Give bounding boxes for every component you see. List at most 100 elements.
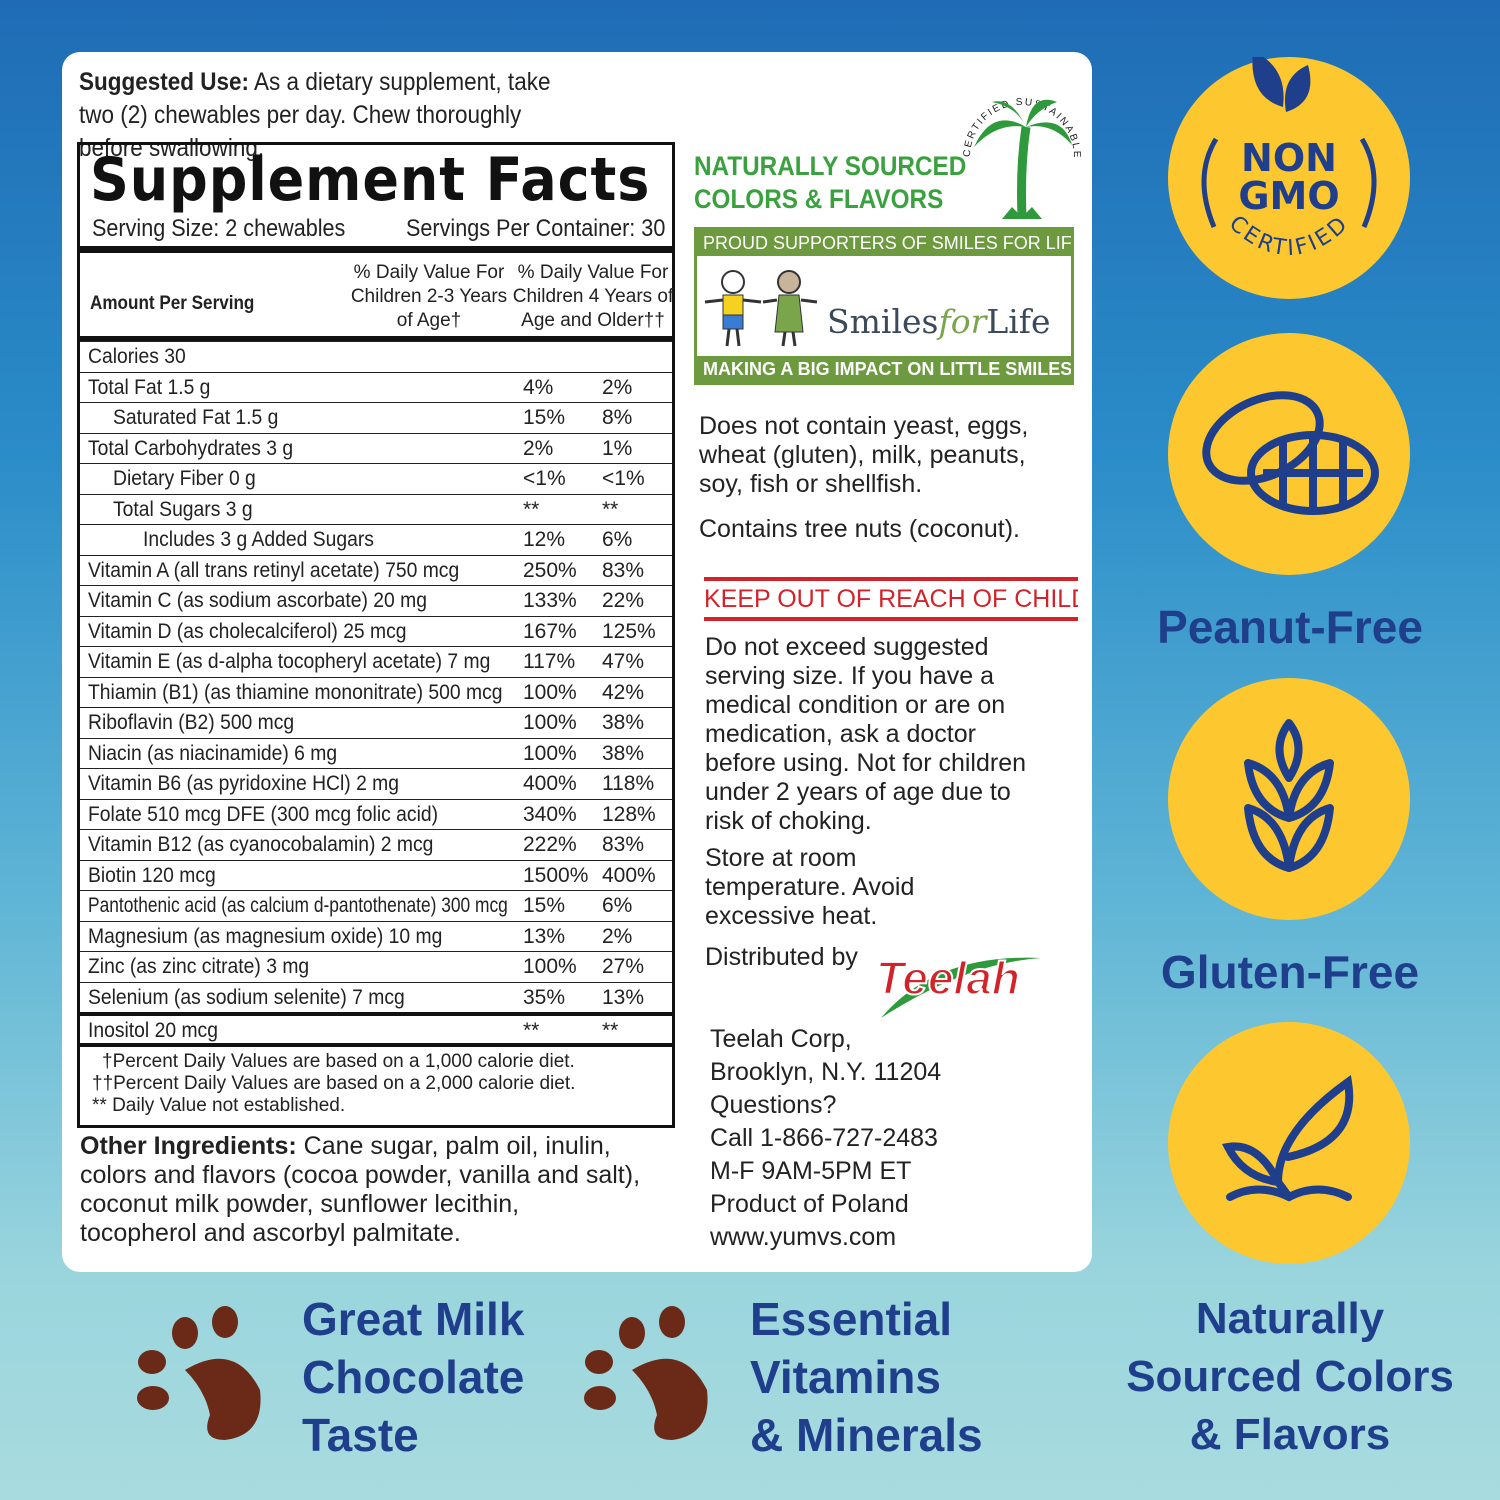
dv-children-2-3: ** [523,1019,540,1042]
footnotes: †Percent Daily Values are based on a 1,0… [92,1051,575,1117]
website-link[interactable]: www.yumvs.com [710,1223,897,1251]
dv-children-2-3: 100% [523,741,577,765]
address-line: Questions? [710,1091,837,1119]
label-card: Suggested Use: As a dietary supplement, … [62,52,1092,1272]
warning-title: KEEP OUT OF REACH OF CHILDREN [704,577,1078,621]
teelah-logo: Teelah [875,943,1046,1023]
tree-nut-statement: Contains tree nuts (coconut). [699,515,1020,543]
other-ingredients-label: Other Ingredients: [80,1132,297,1160]
nutrient-name: Magnesium (as magnesium oxide) 10 mg [88,924,443,948]
paw-icon [584,1306,708,1440]
footnote: ††Percent Daily Values are based on a 2,… [92,1073,576,1094]
footnote: ** Daily Value not established. [92,1095,346,1116]
dv-children-2-3: 4% [523,375,554,399]
dv-children-2-3: 167% [523,619,577,643]
dv-children-4-plus: <1% [602,467,645,490]
dv-children-4-plus: 128% [602,802,656,826]
dv-children-2-3: 15% [523,406,566,429]
dv-children-4-plus: 6% [602,894,633,917]
amount-header: Amount Per Serving [90,293,255,314]
nutrient-name: Total Fat 1.5 g [88,375,211,399]
nutrient-row: Riboflavin (B2) 500 mcg 100% 38% [80,707,672,738]
phone-line: Call 1-866-727-2483 [710,1124,938,1152]
peanut-badge [1168,333,1410,575]
nutrient-row: Zinc (as zinc citrate) 3 mg 100% 27% [80,951,672,982]
peanut-icon [1202,391,1379,515]
col2-header: % Daily Value For Children 4 Years of Ag… [512,262,674,331]
divider [80,246,672,253]
dv-children-4-plus: 47% [602,650,645,673]
dv-children-4-plus: 22% [602,589,645,612]
nutrient-row: Vitamin A (all trans retinyl acetate) 75… [80,554,672,586]
facts-title: Supplement Facts [90,145,651,215]
nutrient-name: Total Carbohydrates 3 g [88,436,294,460]
gluten-free-label: Gluten-Free [1160,946,1420,998]
nutrient-name: Riboflavin (B2) 500 mcg [88,711,295,734]
distributed-by: Distributed by [705,943,858,971]
distributor-address: Teelah Corp, Brooklyn, N.Y. 11204 Question… [710,1023,1079,1254]
dv-children-2-3: 2% [523,436,554,460]
nutrient-name: Niacin (as niacinamide) 6 mg [88,741,338,765]
dv-children-2-3: <1% [523,467,566,490]
nutrient-name: Vitamin B12 (as cyanocobalamin) 2 mcg [88,833,434,856]
dv-children-2-3: ** [523,497,540,521]
nutrient-row: Dietary Fiber 0 g <1% <1% [80,463,672,494]
dv-children-2-3: 1500% [523,863,589,887]
serving-size: Serving Size: 2 chewables [92,215,346,242]
col1-header: % Daily Value For Children 2-3 Years of … [350,262,508,331]
palm-oil-logo: CERTIFIED SUSTAINABLE PALM OIL [952,67,1080,219]
dv-children-4-plus: 125% [602,619,656,643]
nutrient-row: Biotin 120 mcg 1500% 400% [80,859,672,891]
nutrient-name: Includes 3 g Added Sugars [143,528,374,551]
nutrient-row: Inositol 20 mcg ** ** [80,1012,672,1043]
smiles-for-life-logo: SmilesforLife [827,302,1051,341]
nutrient-row: Vitamin B6 (as pyridoxine HCl) 2 mg 400% 1… [80,768,672,799]
dv-children-4-plus: 38% [602,741,645,765]
right-column-info: Does not contain yeast, eggs, wheat (glu… [699,412,1079,1254]
dv-children-2-3: 35% [523,985,566,1009]
dv-children-4-plus: 2% [602,924,633,948]
suggested-use: Suggested Use: As a dietary supplement, … [79,66,583,165]
address-line: Brooklyn, N.Y. 11204 [710,1058,942,1086]
nutrient-row: Magnesium (as magnesium oxide) 10 mg 13% 2… [80,920,672,952]
feature-vitamins-minerals: Essential Vitamins & Minerals [750,1293,983,1461]
dv-children-4-plus: 83% [602,833,645,856]
nutrient-row: Pantothenic acid (as calcium d-pantothen… [80,890,672,921]
nutrient-row: Total Carbohydrates 3 g 2% 1% [80,432,672,464]
nutrient-name: Vitamin E (as d-alpha tocopheryl acetate… [88,650,491,673]
divider [80,336,672,341]
storage-text: Store at room temperature. Avoid excessi… [705,844,915,930]
supplement-facts-panel: Supplement Facts Serving Size: 2 chewabl… [77,142,675,1128]
dv-children-2-3: 250% [523,558,577,582]
dv-children-4-plus: ** [602,1019,619,1042]
suggested-use-text: As a dietary supplement, take two (2) ch… [79,68,551,162]
nutrient-row: Vitamin E (as d-alpha tocopheryl acetate… [80,646,672,677]
nutrient-name: Calories 30 [88,345,186,368]
nutrient-name: Selenium (as sodium selenite) 7 mcg [88,985,405,1009]
wheat-icon [1244,719,1334,872]
dv-children-2-3: 117% [523,650,576,673]
nutrient-name: Biotin 120 mcg [88,863,216,887]
nutrient-name: Folate 510 mcg DFE (300 mcg folic acid) [88,802,439,826]
nutrient-row: Niacin (as niacinamide) 6 mg 100% 38% [80,737,672,769]
dv-children-4-plus: 1% [602,436,633,460]
dv-children-2-3: 222% [523,833,577,856]
plant-badge [1168,1022,1410,1264]
dv-children-2-3: 12% [523,528,566,551]
nutrient-row: Vitamin C (as sodium ascorbate) 20 mg 133… [80,585,672,616]
heading-line: NATURALLY SOURCED [694,151,967,181]
dv-children-2-3: 13% [523,924,566,948]
leaves-icon: CERTIFIED [1201,57,1377,262]
footnote: †Percent Daily Values are based on a 1,0… [102,1051,575,1072]
nutrient-name: Inositol 20 mcg [88,1019,218,1042]
dv-children-2-3: 100% [523,711,577,734]
nutrient-name: Vitamin C (as sodium ascorbate) 20 mg [88,589,427,612]
nutrient-row: Saturated Fat 1.5 g 15% 8% [80,402,672,433]
dv-children-4-plus: 6% [602,528,633,551]
dv-children-2-3: 400% [523,772,577,795]
heading-line: COLORS & FLAVORS [694,184,944,214]
svg-text:CERTIFIED: CERTIFIED [1224,211,1354,262]
dv-children-2-3: 100% [523,955,577,978]
dv-children-4-plus: 2% [602,375,633,399]
nutrient-row: Includes 3 g Added Sugars 12% 6% [80,524,672,555]
